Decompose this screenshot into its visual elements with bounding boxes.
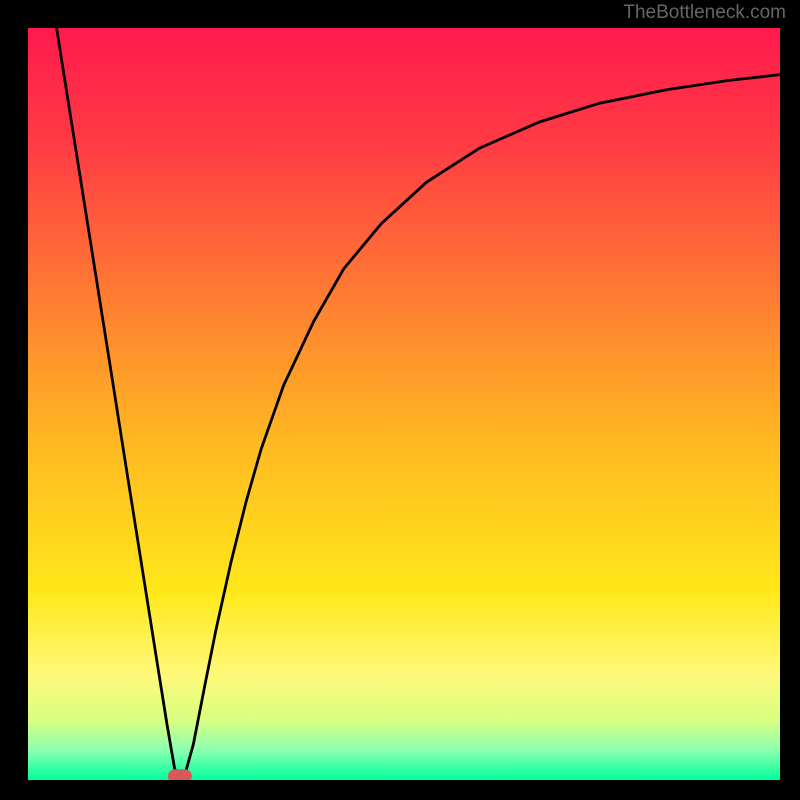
curve-layer: [28, 28, 780, 780]
watermark-text: TheBottleneck.com: [623, 2, 786, 24]
chart-container: [28, 28, 780, 780]
optimal-marker: [168, 769, 192, 780]
bottleneck-curve: [57, 28, 780, 778]
plot-area: [28, 28, 780, 780]
